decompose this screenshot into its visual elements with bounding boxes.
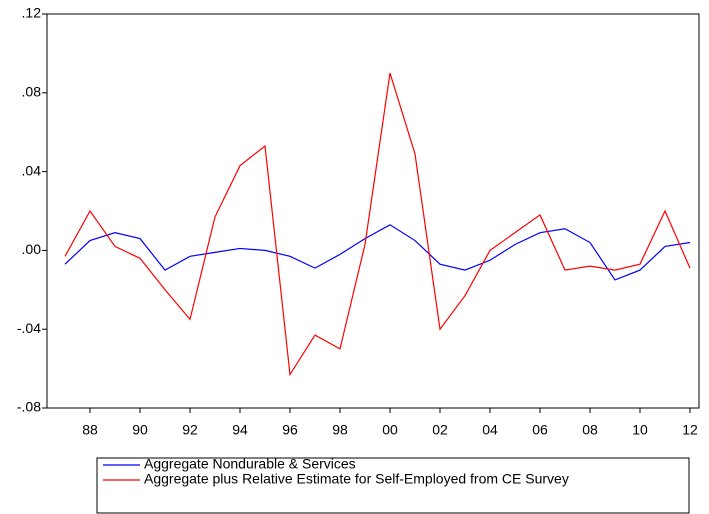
x-tick-label: 88: [82, 422, 98, 438]
legend-label: Aggregate plus Relative Estimate for Sel…: [144, 471, 569, 487]
x-tick-label: 96: [282, 422, 298, 438]
x-tick-label: 98: [332, 422, 348, 438]
x-tick-label: 94: [232, 422, 248, 438]
y-tick-label: -.08: [17, 399, 41, 415]
series-line: [64, 72, 691, 377]
x-tick-label: 12: [682, 422, 698, 438]
series-line: [64, 224, 691, 281]
y-tick-label: .08: [22, 84, 42, 100]
x-tick-label: 08: [582, 422, 598, 438]
x-tick-label: 06: [532, 422, 548, 438]
legend-label: Aggregate Nondurable & Services: [144, 456, 356, 472]
x-tick-label: 00: [382, 422, 398, 438]
y-tick-label: -.04: [17, 320, 41, 336]
y-tick-label: .12: [22, 5, 42, 21]
x-tick-label: 02: [432, 422, 448, 438]
x-tick-label: 92: [182, 422, 198, 438]
legend-box: [96, 457, 690, 514]
x-tick-label: 90: [132, 422, 148, 438]
x-tick-label: 04: [482, 422, 498, 438]
y-tick-label: .00: [22, 241, 42, 257]
y-tick-label: .04: [22, 162, 42, 178]
plot-frame: [46, 13, 700, 409]
x-tick-label: 10: [632, 422, 648, 438]
